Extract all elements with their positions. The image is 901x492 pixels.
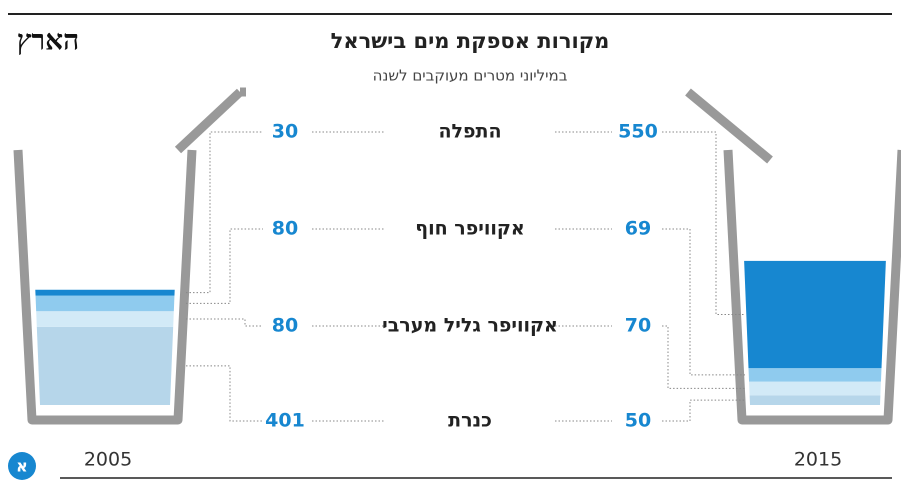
liquid-layer bbox=[735, 382, 895, 396]
liquid-layer bbox=[25, 296, 185, 312]
value-label: 30 bbox=[272, 121, 298, 143]
badge: א bbox=[16, 457, 28, 476]
category-label: אקוויפר גליל מערבי bbox=[382, 315, 558, 337]
chart-title: מקורות אספקת מים בישראל bbox=[331, 29, 610, 53]
brand-logo: הארץ bbox=[17, 24, 79, 57]
liquid-layer bbox=[735, 261, 895, 368]
liquid-layer bbox=[25, 311, 185, 327]
year-label: 2015 bbox=[794, 449, 842, 471]
connector bbox=[662, 400, 745, 421]
connector bbox=[186, 366, 263, 421]
connector bbox=[186, 132, 263, 293]
chart-subtitle: במיליוני מטרים מעוקבים לשנה bbox=[373, 67, 568, 85]
year-label: 2005 bbox=[84, 449, 132, 471]
connector bbox=[662, 326, 745, 388]
value-label: 70 bbox=[625, 315, 651, 337]
category-label: התפלה bbox=[438, 121, 501, 143]
connector bbox=[186, 319, 263, 326]
value-label: 80 bbox=[272, 218, 298, 240]
value-label: 50 bbox=[625, 410, 651, 432]
value-label: 80 bbox=[272, 315, 298, 337]
category-label: כנרת bbox=[448, 410, 492, 432]
straw bbox=[688, 92, 770, 160]
liquid-layer bbox=[25, 290, 185, 296]
liquid-layer bbox=[25, 327, 185, 405]
liquid-layer bbox=[735, 395, 895, 405]
infographic: הארץ מקורות אספקת מים בישראל במיליוני מט… bbox=[0, 0, 901, 492]
category-label: אקוויפר חוף bbox=[415, 218, 524, 240]
value-label: 69 bbox=[625, 218, 651, 240]
value-label: 401 bbox=[265, 410, 305, 432]
straw bbox=[178, 92, 240, 150]
value-label: 550 bbox=[618, 121, 658, 143]
liquid-layer bbox=[735, 368, 895, 381]
